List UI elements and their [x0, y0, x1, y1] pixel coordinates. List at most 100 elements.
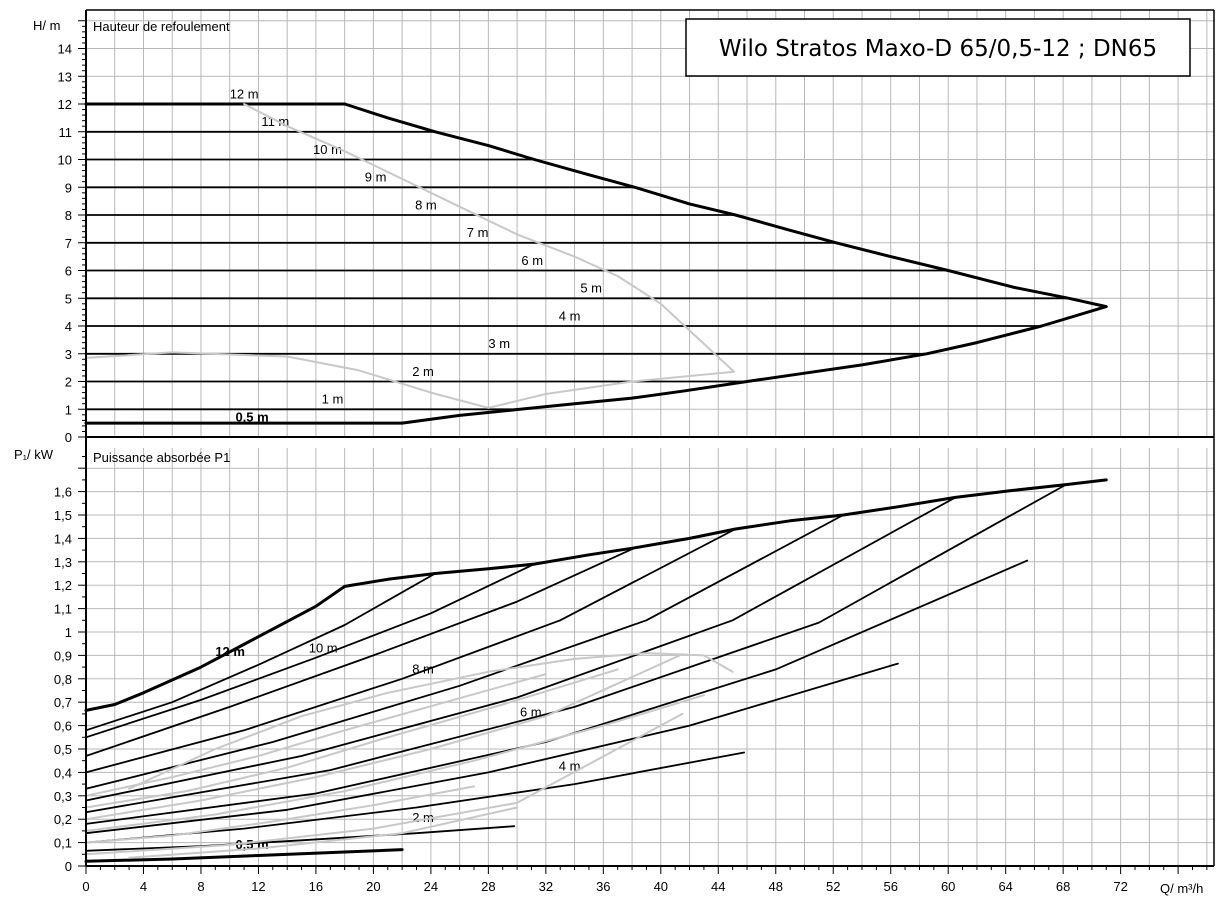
head-setpoint-curve: [85, 825, 516, 852]
efficiency-curve: [85, 785, 475, 844]
head-setpoint-curve: [85, 514, 845, 790]
x-tick-label: 56: [883, 879, 897, 894]
model-title-box: Wilo Stratos Maxo-D 65/0,5-12 ; DN65: [685, 18, 1191, 77]
power-y-tick-label: 0,8: [54, 672, 72, 687]
power-y-tick-label: 0: [65, 859, 72, 874]
efficiency-curve: [85, 653, 684, 821]
head-setpoint-curve: [84, 848, 404, 863]
head-y-tick-label: 13: [58, 69, 72, 84]
head-setpoint-curve: [84, 584, 347, 712]
power-y-tick-label: 1,2: [54, 578, 72, 593]
x-tick-label: 0: [82, 879, 89, 894]
curve-label: 4 m: [559, 759, 581, 774]
x-axis-label: Q/ m³/h: [1160, 881, 1203, 896]
head-setpoint-curve: [85, 559, 1029, 825]
x-tick-label: 24: [424, 879, 438, 894]
head-setpoint-curve: [85, 528, 737, 774]
power-panel-curves: 12 m 10 m8 m6 m4 m2 m0,5 m: [84, 478, 1108, 863]
head-setpoint-curve: [85, 572, 437, 732]
power-y-tick-label: 0,3: [54, 789, 72, 804]
head-y-tick-label: 10: [58, 153, 72, 168]
curve-label: 4 m: [559, 308, 581, 323]
x-tick-label: 28: [481, 879, 495, 894]
x-tick-label: 60: [941, 879, 955, 894]
efficiency-curve: [85, 668, 619, 809]
head-y-tick-label: 4: [65, 319, 72, 334]
curve-label: 12 m: [230, 86, 259, 101]
x-tick-label: 48: [769, 879, 783, 894]
power-y-tick-label: 0,2: [54, 812, 72, 827]
head-y-tick-label: 3: [65, 347, 72, 362]
power-y-tick-label: 1,1: [54, 602, 72, 617]
curve-label: 8 m: [412, 661, 434, 676]
max-speed-curve: [343, 478, 1108, 588]
power-y-tick-label: 0,6: [54, 719, 72, 734]
power-panel-title: Puissance absorbée P1: [93, 450, 230, 465]
power-y-tick-label: 1: [65, 625, 72, 640]
curve-label: 8 m: [415, 197, 437, 212]
head-y-tick-label: 12: [58, 97, 72, 112]
x-tick-label: 12: [251, 879, 265, 894]
power-y-tick-label: 0,9: [54, 648, 72, 663]
curve-label: 5 m: [580, 281, 602, 296]
curve-label: 11 m: [261, 114, 289, 129]
power-y-tick-label: 0,5: [54, 742, 72, 757]
power-y-tick-label: 1,4: [54, 531, 72, 546]
head-y-tick-label: 5: [65, 291, 72, 306]
x-tick-label: 40: [654, 879, 668, 894]
curve-label: 2 m: [412, 364, 434, 379]
power-y-tick-label: 0,4: [54, 765, 72, 780]
head-panel-curves: 12 m11 m 10 m 9 m 8 m 7 m 6 m 5 m 4 m 3 m 2 m 1 m 0…: [84, 86, 1108, 425]
power-y-tick-label: 1,6: [54, 485, 72, 500]
head-y-tick-label: 9: [65, 180, 72, 195]
axes: 0 4 8 12 16 20 24 28 32 36 40 44 48 52 56 60 64 68 7201234…: [54, 9, 1215, 894]
curve-label: 10 m: [309, 640, 338, 655]
head-setpoint-curve: [85, 662, 899, 835]
efficiency-curve: [85, 712, 684, 856]
x-tick-label: 52: [826, 879, 840, 894]
head-panel-title: Hauteur de refoulement: [93, 19, 230, 34]
head-y-tick-label: 1: [65, 402, 72, 417]
head-y-tick-label: 6: [65, 264, 72, 279]
x-tick-label: 64: [998, 879, 1012, 894]
head-setpoint-curve: [85, 546, 636, 757]
x-tick-label: 36: [596, 879, 610, 894]
x-tick-label: 8: [197, 879, 204, 894]
head-y-axis-label: H/ m: [33, 18, 60, 33]
head-y-tick-label: 0: [65, 430, 72, 445]
head-y-tick-label: 14: [58, 42, 72, 57]
head-setpoint-curve: [85, 483, 1067, 814]
curve-label: 9 m: [365, 170, 387, 185]
curve-label: 0,5 m: [235, 410, 268, 425]
head-y-tick-label: 2: [65, 375, 72, 390]
power-y-axis-label: P₁/ kW: [14, 447, 54, 462]
curve-label: 3 m: [488, 336, 510, 351]
model-title: Wilo Stratos Maxo-D 65/0,5-12 ; DN65: [719, 36, 1157, 62]
head-y-tick-label: 11: [59, 125, 73, 140]
max-speed-curve: [343, 102, 1108, 425]
curve-label: 7 m: [467, 225, 489, 240]
efficiency-curve: [85, 694, 705, 832]
head-setpoint-curve: [85, 563, 536, 739]
power-y-tick-label: 0,1: [54, 836, 72, 851]
head-y-tick-label: 8: [65, 208, 72, 223]
x-tick-label: 32: [539, 879, 553, 894]
curve-label: 1 m: [322, 392, 344, 407]
x-tick-label: 72: [1113, 879, 1127, 894]
x-tick-label: 68: [1056, 879, 1070, 894]
power-panel-grid: [86, 448, 1214, 866]
efficiency-curve: [85, 673, 547, 797]
head-setpoint-curve: [85, 496, 957, 802]
efficiency-curve: [128, 806, 519, 859]
curve-label: 6 m: [521, 253, 543, 268]
head-y-tick-label: 7: [65, 236, 72, 251]
curve-label: 10 m: [313, 142, 342, 157]
curve-label: 12 m: [215, 644, 245, 659]
power-y-tick-label: 1,3: [54, 555, 72, 570]
power-y-tick-label: 1,5: [54, 508, 72, 523]
efficiency-curve: [85, 103, 736, 409]
power-y-tick-label: 0,7: [54, 695, 72, 710]
x-tick-label: 4: [140, 879, 147, 894]
x-tick-label: 20: [366, 879, 380, 894]
